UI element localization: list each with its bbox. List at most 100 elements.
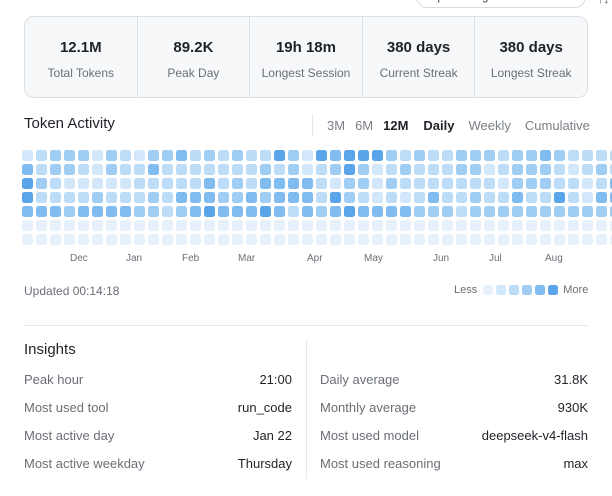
range-6m-button[interactable]: 6M	[355, 117, 374, 133]
heatmap-cell[interactable]	[330, 150, 341, 161]
heatmap-cell[interactable]	[610, 206, 612, 217]
heatmap-cell[interactable]	[526, 220, 537, 231]
heatmap-cell[interactable]	[484, 150, 495, 161]
heatmap-cell[interactable]	[232, 164, 243, 175]
heatmap-cell[interactable]	[554, 178, 565, 189]
heatmap-cell[interactable]	[512, 234, 523, 245]
heatmap-cell[interactable]	[176, 234, 187, 245]
heatmap-cell[interactable]	[64, 178, 75, 189]
heatmap-cell[interactable]	[274, 206, 285, 217]
heatmap-cell[interactable]	[610, 164, 612, 175]
heatmap-cell[interactable]	[386, 178, 397, 189]
heatmap-cell[interactable]	[22, 234, 33, 245]
heatmap-cell[interactable]	[344, 164, 355, 175]
heatmap-cell[interactable]	[414, 206, 425, 217]
heatmap-cell[interactable]	[540, 206, 551, 217]
heatmap-cell[interactable]	[568, 178, 579, 189]
heatmap-cell[interactable]	[106, 178, 117, 189]
heatmap-cell[interactable]	[498, 178, 509, 189]
heatmap-cell[interactable]	[498, 220, 509, 231]
heatmap-cell[interactable]	[134, 192, 145, 203]
heatmap-cell[interactable]	[526, 206, 537, 217]
heatmap-cell[interactable]	[78, 192, 89, 203]
heatmap-cell[interactable]	[190, 192, 201, 203]
heatmap-cell[interactable]	[218, 164, 229, 175]
heatmap-cell[interactable]	[498, 150, 509, 161]
heatmap-cell[interactable]	[316, 220, 327, 231]
heatmap-cell[interactable]	[526, 234, 537, 245]
heatmap-cell[interactable]	[302, 150, 313, 161]
heatmap-cell[interactable]	[288, 192, 299, 203]
mode-weekly-button[interactable]: Weekly	[468, 117, 511, 133]
heatmap-cell[interactable]	[64, 206, 75, 217]
heatmap-cell[interactable]	[414, 234, 425, 245]
heatmap-cell[interactable]	[414, 192, 425, 203]
heatmap-cell[interactable]	[134, 164, 145, 175]
heatmap-cell[interactable]	[456, 220, 467, 231]
heatmap-cell[interactable]	[134, 178, 145, 189]
heatmap-cell[interactable]	[232, 178, 243, 189]
heatmap-cell[interactable]	[540, 220, 551, 231]
heatmap-cell[interactable]	[246, 150, 257, 161]
heatmap-cell[interactable]	[568, 192, 579, 203]
heatmap-cell[interactable]	[526, 150, 537, 161]
heatmap-cell[interactable]	[106, 150, 117, 161]
heatmap-cell[interactable]	[330, 164, 341, 175]
heatmap-cell[interactable]	[50, 178, 61, 189]
heatmap-cell[interactable]	[22, 206, 33, 217]
heatmap-cell[interactable]	[386, 192, 397, 203]
heatmap-cell[interactable]	[134, 220, 145, 231]
heatmap-cell[interactable]	[358, 150, 369, 161]
heatmap-cell[interactable]	[288, 150, 299, 161]
heatmap-cell[interactable]	[246, 234, 257, 245]
heatmap-cell[interactable]	[400, 206, 411, 217]
heatmap-cell[interactable]	[582, 192, 593, 203]
heatmap-cell[interactable]	[92, 192, 103, 203]
heatmap-cell[interactable]	[358, 234, 369, 245]
heatmap-cell[interactable]	[120, 192, 131, 203]
heatmap-cell[interactable]	[92, 220, 103, 231]
heatmap-cell[interactable]	[484, 164, 495, 175]
heatmap-cell[interactable]	[260, 220, 271, 231]
heatmap-cell[interactable]	[512, 164, 523, 175]
heatmap-cell[interactable]	[162, 164, 173, 175]
heatmap-cell[interactable]	[512, 178, 523, 189]
heatmap-cell[interactable]	[554, 234, 565, 245]
heatmap-cell[interactable]	[470, 220, 481, 231]
heatmap-cell[interactable]	[148, 220, 159, 231]
heatmap-cell[interactable]	[372, 234, 383, 245]
heatmap-cell[interactable]	[316, 178, 327, 189]
heatmap-cell[interactable]	[218, 234, 229, 245]
heatmap-cell[interactable]	[442, 192, 453, 203]
heatmap-cell[interactable]	[246, 192, 257, 203]
heatmap-cell[interactable]	[274, 178, 285, 189]
heatmap-cell[interactable]	[22, 164, 33, 175]
heatmap-cell[interactable]	[246, 206, 257, 217]
heatmap-cell[interactable]	[414, 178, 425, 189]
heatmap-cell[interactable]	[428, 234, 439, 245]
heatmap-cell[interactable]	[64, 220, 75, 231]
range-12m-button[interactable]: 12M	[383, 117, 409, 133]
heatmap-cell[interactable]	[162, 192, 173, 203]
heatmap-cell[interactable]	[232, 192, 243, 203]
heatmap-cell[interactable]	[50, 206, 61, 217]
heatmap-cell[interactable]	[162, 150, 173, 161]
heatmap-cell[interactable]	[372, 164, 383, 175]
heatmap-cell[interactable]	[288, 178, 299, 189]
heatmap-cell[interactable]	[106, 164, 117, 175]
heatmap-cell[interactable]	[190, 234, 201, 245]
heatmap-cell[interactable]	[50, 164, 61, 175]
heatmap-cell[interactable]	[120, 178, 131, 189]
heatmap-cell[interactable]	[190, 220, 201, 231]
heatmap-cell[interactable]	[232, 220, 243, 231]
heatmap-cell[interactable]	[204, 164, 215, 175]
heatmap-cell[interactable]	[22, 192, 33, 203]
heatmap-cell[interactable]	[218, 178, 229, 189]
heatmap-cell[interactable]	[610, 192, 612, 203]
heatmap-cell[interactable]	[232, 150, 243, 161]
heatmap-cell[interactable]	[204, 192, 215, 203]
heatmap-cell[interactable]	[498, 234, 509, 245]
heatmap-cell[interactable]	[36, 164, 47, 175]
heatmap-cell[interactable]	[92, 178, 103, 189]
heatmap-cell[interactable]	[274, 192, 285, 203]
